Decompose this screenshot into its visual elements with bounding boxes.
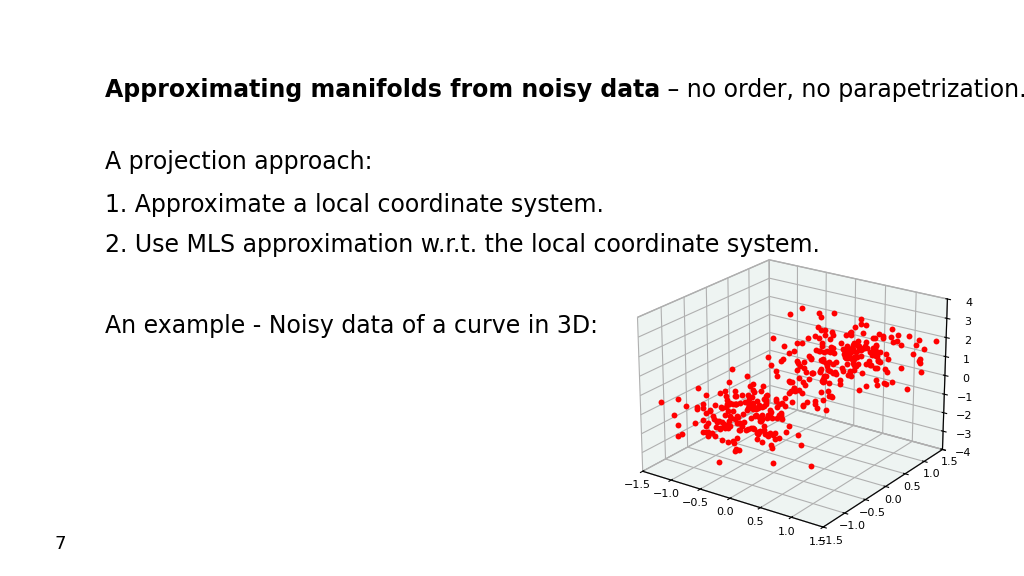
Text: 7: 7 (55, 535, 67, 553)
Text: An example - Noisy data of a curve in 3D:: An example - Noisy data of a curve in 3D… (105, 314, 598, 338)
Text: A projection approach:: A projection approach: (105, 150, 373, 174)
Text: – no order, no parapetrization.: – no order, no parapetrization. (660, 78, 1024, 102)
Text: 2. Use MLS approximation w.r.t. the local coordinate system.: 2. Use MLS approximation w.r.t. the loca… (105, 233, 820, 257)
Text: Approximating manifolds from noisy data: Approximating manifolds from noisy data (105, 78, 660, 102)
Text: 1. Approximate a local coordinate system.: 1. Approximate a local coordinate system… (105, 193, 604, 217)
